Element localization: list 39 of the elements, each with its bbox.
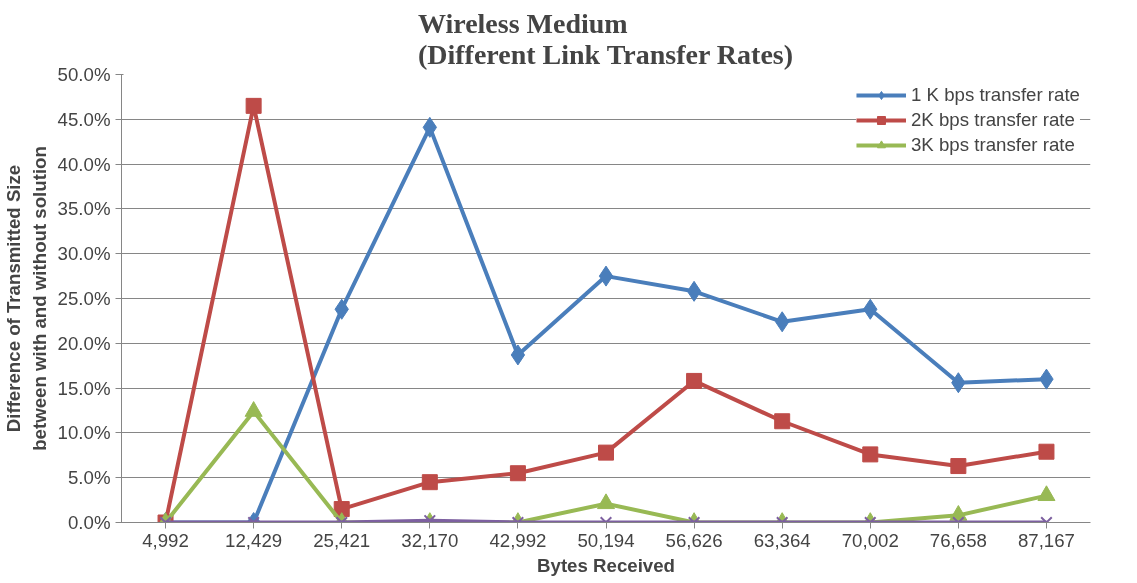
point [1037, 485, 1056, 502]
point [510, 344, 526, 366]
x-tick-label: 50,194 [577, 529, 635, 551]
point [598, 265, 614, 287]
y-tick-label: 40.0% [57, 153, 111, 175]
x-tick-label: 32,170 [401, 529, 459, 551]
legend-label: 2K bps transfer rate [910, 109, 1075, 131]
x-tick-label: 12,429 [225, 529, 283, 551]
legend-label: 3K bps transfer rate [910, 134, 1075, 156]
x-tick-label: 4,992 [142, 529, 189, 551]
y-tick-label: 25.0% [57, 288, 111, 309]
point [244, 401, 263, 417]
y-tick-label: 30.0% [57, 243, 111, 265]
point [686, 280, 702, 302]
x-tick-label: 42,992 [489, 529, 547, 551]
y-tick-label: 45.0% [57, 108, 111, 130]
y-tick-label: 15.0% [57, 377, 111, 399]
y-tick-label: 50.0% [57, 64, 111, 85]
point [597, 493, 615, 510]
y-tick-label: 5.0% [67, 467, 111, 489]
y-tick-label: 35.0% [57, 198, 111, 220]
x-tick-label: 70,002 [841, 529, 899, 551]
point [1038, 443, 1055, 460]
y-tick-label: 0.0% [67, 512, 111, 533]
y-axis-title: Difference of Transmitted Size between with and without solution [3, 146, 50, 451]
point [862, 446, 879, 463]
point [686, 372, 703, 389]
x-tick-label: 63,364 [753, 529, 811, 551]
y-tick-label: 20.0% [57, 332, 111, 354]
x-tick-label: 25,421 [313, 529, 371, 551]
x-tick-label: 76,658 [929, 529, 987, 551]
y-tick-label: 10.0% [57, 422, 111, 444]
chart-title: Wireless Medium (Different Link Transfer Rates) [417, 7, 794, 70]
x-tick-label: 56,626 [665, 529, 723, 551]
legend-label: 1 K bps transfer rate [910, 84, 1080, 106]
point [774, 413, 791, 430]
point [598, 444, 614, 461]
x-tick-label: 87,167 [1017, 529, 1075, 551]
x-axis-title: Bytes Received [537, 554, 675, 576]
